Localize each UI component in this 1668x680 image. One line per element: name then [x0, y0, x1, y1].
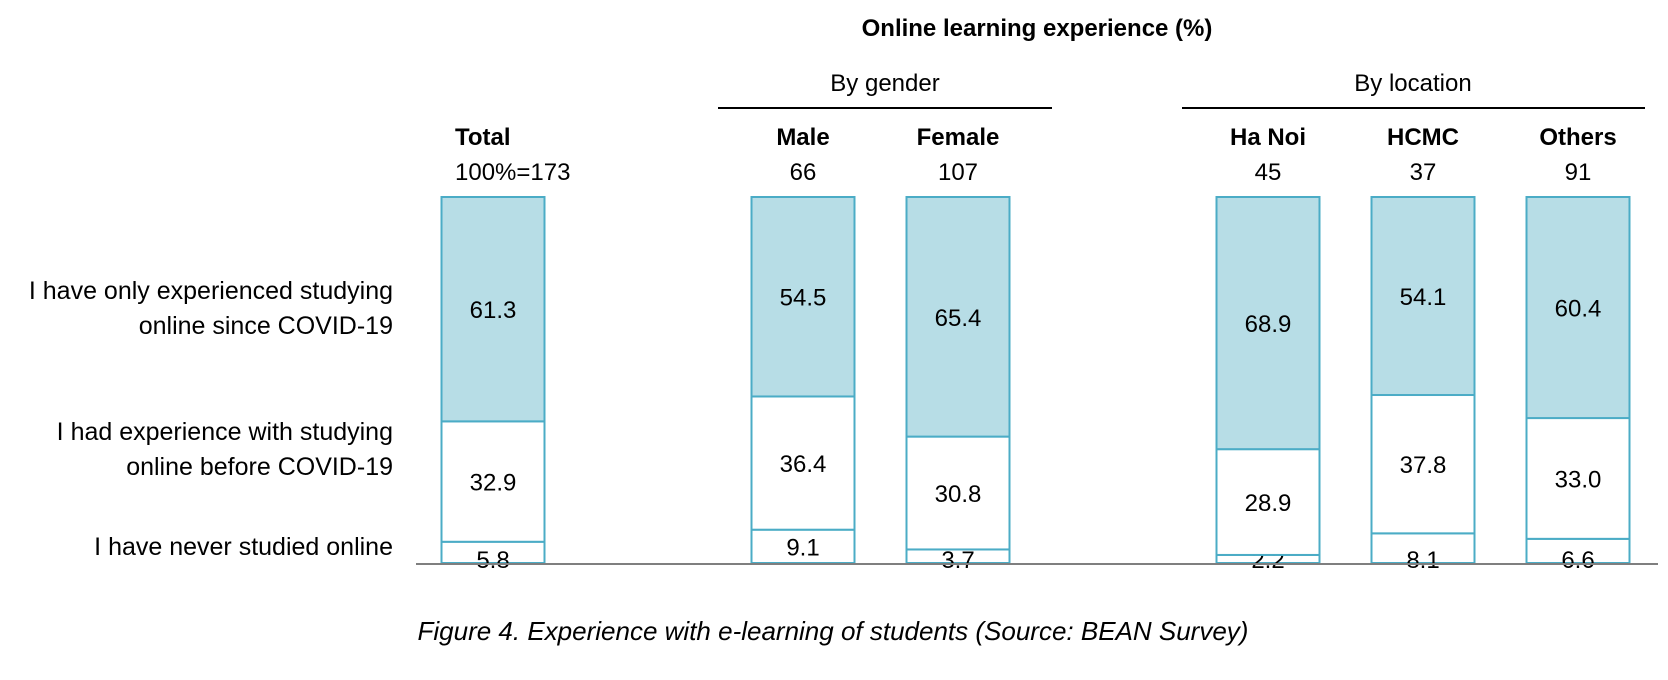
- base-label: 100%=173: [455, 159, 570, 186]
- category-label: Female: [917, 124, 1000, 151]
- bar-segment: [1525, 196, 1631, 420]
- category-label: Total: [455, 124, 511, 151]
- legend-entry: I had experience with studying online bef…: [57, 418, 393, 481]
- data-label: 54.1: [1400, 284, 1447, 311]
- base-label: 66: [790, 159, 817, 186]
- legend-entry: I have never studied online: [94, 533, 393, 561]
- legend-entry: I have only experienced studying online s…: [29, 277, 393, 340]
- data-label: 32.9: [470, 470, 517, 497]
- bar-stack: HCMC 37 8.1 37.8 54.1: [1370, 124, 1476, 574]
- category-label: HCMC: [1387, 124, 1459, 151]
- base-label: 45: [1255, 159, 1282, 186]
- data-label: 3.7: [941, 547, 974, 574]
- data-label: 8.1: [1406, 547, 1439, 574]
- bar-stack: Total 100%=173 5.8 32.9 61.3: [440, 124, 570, 574]
- category-label: Ha Noi: [1230, 124, 1306, 151]
- category-label: Others: [1539, 124, 1616, 151]
- data-label: 33.0: [1555, 466, 1602, 493]
- bar-segment: [440, 420, 546, 543]
- data-label: 30.8: [935, 481, 982, 508]
- base-label: 91: [1565, 159, 1592, 186]
- bar-segment: [1370, 196, 1476, 397]
- group-headers: By gender By location: [718, 70, 1645, 109]
- bar-stack: Female 107 3.7 30.8 65.4: [905, 124, 1011, 574]
- data-label: 37.8: [1400, 452, 1447, 479]
- bars: Total 100%=173 5.8 32.9 61.3 Male 66 9.1 36.4 54.…: [440, 124, 1631, 574]
- data-label: 54.5: [780, 285, 827, 312]
- group-header: By location: [1354, 70, 1471, 97]
- figure-caption: Figure 4. Experience with e-learning of …: [418, 616, 1249, 646]
- data-label: 61.3: [470, 297, 517, 324]
- category-label: Male: [776, 124, 829, 151]
- data-label: 68.9: [1245, 311, 1292, 338]
- group-header: By gender: [830, 70, 939, 97]
- bar-segment: [440, 196, 546, 423]
- data-label: 5.8: [476, 547, 509, 574]
- data-label: 65.4: [935, 305, 982, 332]
- data-label: 28.9: [1245, 490, 1292, 517]
- bar-segment: [1525, 417, 1631, 540]
- data-label: 36.4: [780, 451, 827, 478]
- bar-stack: Male 66 9.1 36.4 54.5: [750, 124, 856, 564]
- data-label: 9.1: [786, 534, 819, 561]
- bar-segment: [1215, 196, 1321, 451]
- data-label: 60.4: [1555, 296, 1602, 323]
- bar-segment: [905, 196, 1011, 438]
- bar-segment: [1370, 394, 1476, 535]
- base-label: 107: [938, 159, 978, 186]
- chart-title: Online learning experience (%): [862, 15, 1213, 42]
- data-label: 6.6: [1561, 547, 1594, 574]
- bar-stack: Others 91 6.6 33.0 60.4: [1525, 124, 1631, 574]
- base-label: 37: [1410, 159, 1437, 186]
- legend: I have never studied online I had experie…: [29, 277, 393, 561]
- bar-segment: [750, 196, 856, 398]
